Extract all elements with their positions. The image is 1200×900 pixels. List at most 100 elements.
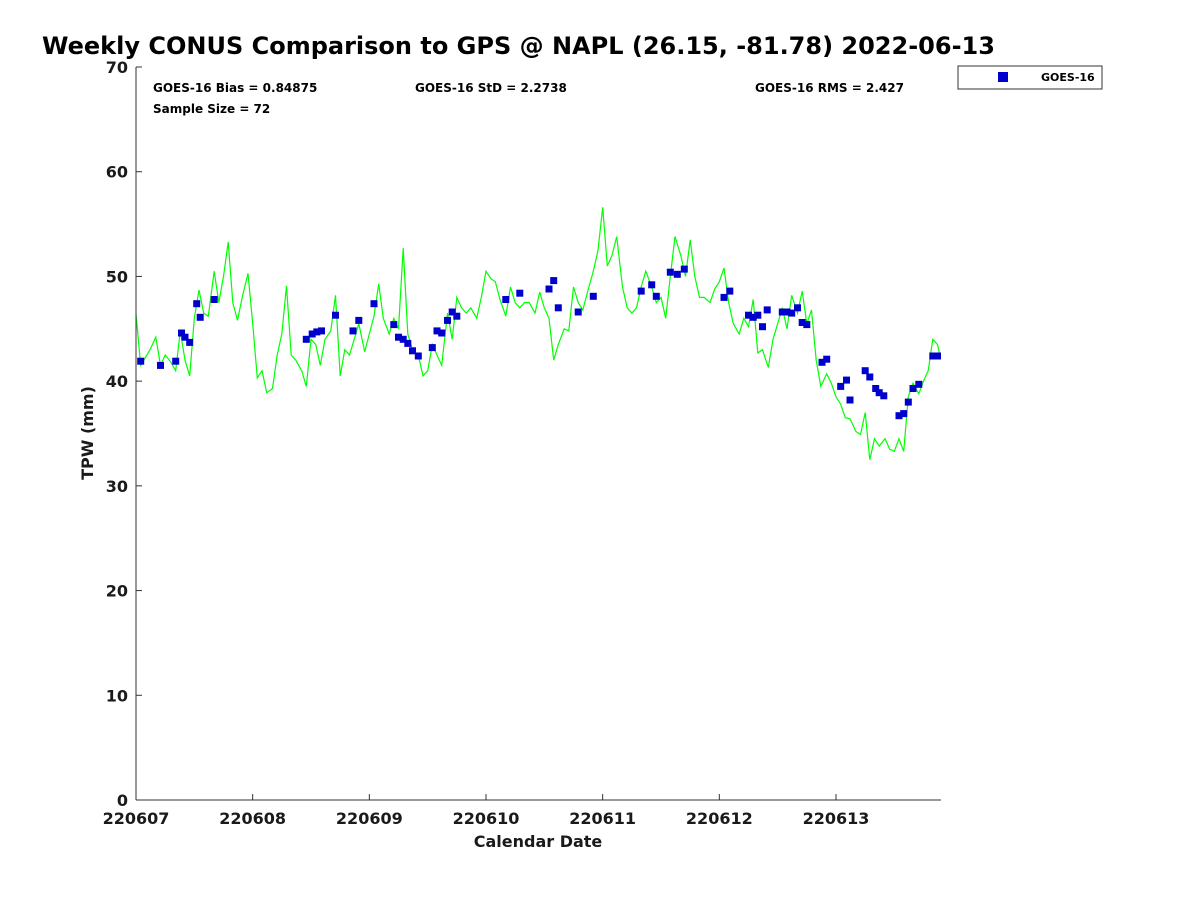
y-tick-label: 40 bbox=[106, 372, 128, 391]
goes16-point bbox=[395, 333, 402, 341]
goes16-point bbox=[680, 265, 688, 273]
goes16-point bbox=[193, 300, 201, 308]
goes16-point bbox=[745, 311, 752, 319]
goes16-point bbox=[866, 373, 874, 381]
goes16-point bbox=[516, 289, 524, 297]
goes16-point bbox=[823, 355, 831, 363]
legend-goes16-marker bbox=[998, 72, 1008, 82]
goes16-point bbox=[318, 327, 325, 335]
goes16-point bbox=[915, 380, 923, 388]
y-ticks: 0 10 20 30 40 50 60 70 bbox=[106, 58, 142, 810]
legend: GOES-16 bbox=[957, 65, 1103, 90]
goes16-point bbox=[137, 357, 145, 365]
goes16-point bbox=[589, 292, 597, 300]
goes16-point bbox=[837, 382, 845, 390]
y-axis-label: TPW (mm) bbox=[78, 386, 97, 480]
std-stat: GOES-16 StD = 2.2738 bbox=[415, 81, 567, 95]
goes16-point bbox=[637, 287, 645, 295]
goes16-point bbox=[453, 312, 461, 320]
goes16-point bbox=[574, 308, 582, 316]
goes16-point bbox=[186, 338, 194, 346]
goes16-point bbox=[843, 376, 850, 384]
goes16-point bbox=[428, 344, 436, 352]
goes16-point bbox=[929, 352, 937, 360]
goes16-point bbox=[900, 410, 908, 418]
goes16-point bbox=[181, 333, 189, 341]
goes16-point bbox=[302, 335, 310, 343]
goes16-point bbox=[778, 308, 786, 316]
x-tick-label: 220610 bbox=[453, 809, 520, 828]
goes16-point bbox=[794, 304, 801, 312]
goes16-point bbox=[872, 385, 880, 392]
goes16-point bbox=[433, 327, 441, 335]
goes16-point bbox=[895, 412, 903, 420]
goes16-point bbox=[196, 313, 204, 321]
plot-background bbox=[136, 67, 941, 800]
goes16-point bbox=[749, 313, 757, 321]
goes16-point bbox=[409, 347, 416, 355]
goes16-point bbox=[390, 321, 398, 329]
goes16-point bbox=[355, 316, 363, 324]
plot-area bbox=[135, 67, 941, 801]
x-tick-label: 220608 bbox=[219, 809, 286, 828]
legend-goes16-label: GOES-16 bbox=[1041, 71, 1095, 84]
y-tick-label: 50 bbox=[106, 267, 128, 286]
goes16-point bbox=[349, 327, 357, 335]
goes16-point bbox=[308, 330, 316, 338]
x-axis-label: Calendar Date bbox=[474, 832, 603, 851]
goes16-point bbox=[502, 296, 510, 303]
goes16-point bbox=[726, 287, 734, 295]
goes16-point bbox=[754, 311, 762, 319]
rms-stat: GOES-16 RMS = 2.427 bbox=[755, 81, 904, 95]
goes16-point bbox=[178, 329, 185, 337]
goes16-point bbox=[818, 358, 826, 366]
gps-line-layer bbox=[135, 207, 941, 460]
goes16-point bbox=[803, 321, 811, 329]
goes16-point bbox=[370, 300, 378, 308]
x-ticks: 220607 220608 220609 220610 220611 220612 2206… bbox=[103, 794, 870, 828]
goes16-point bbox=[652, 292, 660, 300]
bias-stat: GOES-16 Bias = 0.84875 bbox=[153, 81, 317, 95]
x-tick-label: 220611 bbox=[569, 809, 636, 828]
goes16-point bbox=[313, 328, 321, 336]
goes16-point bbox=[414, 352, 422, 360]
goes16-point bbox=[172, 357, 180, 365]
goes16-point bbox=[720, 293, 728, 301]
goes16-point bbox=[861, 367, 869, 375]
y-tick-label: 30 bbox=[106, 477, 128, 496]
goes16-point bbox=[909, 385, 917, 392]
goes16-point bbox=[545, 285, 553, 293]
goes16-point bbox=[880, 392, 888, 400]
goes16-point bbox=[934, 352, 941, 360]
goes16-point bbox=[648, 281, 656, 289]
goes16-point bbox=[875, 389, 883, 397]
goes16-point bbox=[759, 323, 766, 331]
y-tick-label: 0 bbox=[117, 791, 128, 810]
goes16-point bbox=[157, 361, 164, 369]
x-tick-label: 220613 bbox=[803, 809, 870, 828]
goes16-point bbox=[666, 268, 674, 276]
goes16-point bbox=[399, 335, 407, 343]
y-tick-label: 10 bbox=[106, 686, 128, 705]
goes16-point bbox=[846, 396, 854, 404]
goes16-point bbox=[448, 308, 456, 316]
y-tick-label: 70 bbox=[106, 58, 128, 77]
goes16-point bbox=[788, 309, 796, 317]
x-tick-label: 220609 bbox=[336, 809, 403, 828]
goes16-point bbox=[798, 319, 806, 326]
goes16-point bbox=[763, 306, 771, 314]
y-tick-label: 20 bbox=[106, 582, 128, 601]
x-tick-label: 220607 bbox=[103, 809, 170, 828]
chart-title: Weekly CONUS Comparison to GPS @ NAPL (2… bbox=[42, 32, 995, 60]
goes16-point bbox=[332, 311, 339, 319]
goes16-point bbox=[210, 296, 218, 303]
goes16-marker-layer bbox=[137, 265, 941, 420]
goes16-point bbox=[904, 398, 912, 406]
goes16-point bbox=[673, 270, 681, 278]
goes16-point bbox=[554, 304, 562, 312]
goes16-point bbox=[438, 329, 446, 337]
legend-box bbox=[957, 65, 1103, 90]
goes16-point bbox=[783, 308, 791, 316]
y-tick-label: 60 bbox=[106, 163, 128, 182]
